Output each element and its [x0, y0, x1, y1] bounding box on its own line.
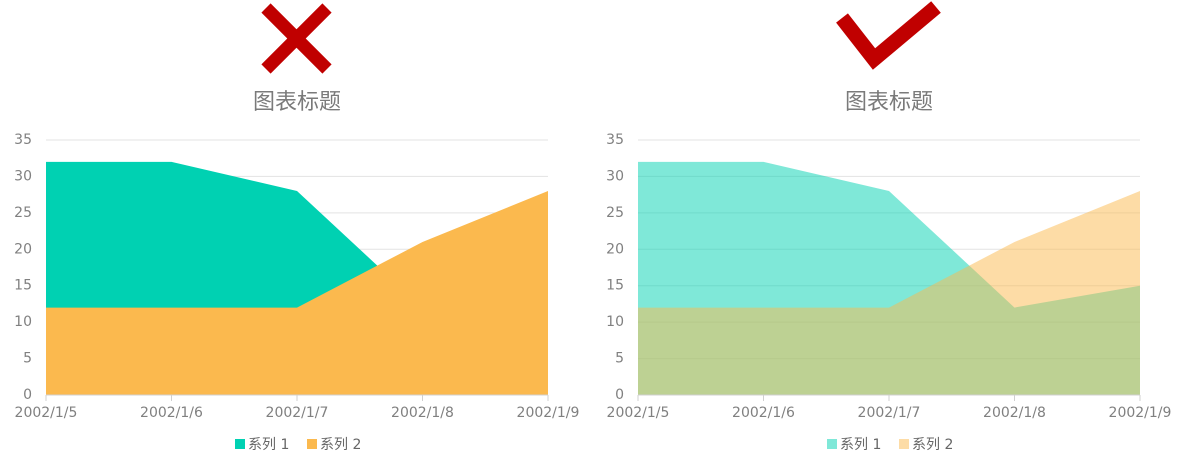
y-tick-label: 0: [23, 387, 32, 403]
legend-swatch: [307, 439, 317, 449]
y-tick-label: 15: [14, 278, 32, 294]
legend-label: 系列 2: [320, 437, 361, 453]
x-tick-label: 2002/1/5: [607, 405, 670, 421]
legend-swatch: [235, 439, 245, 449]
cross-stroke: [261, 3, 332, 74]
legend-label: 系列 1: [840, 437, 881, 453]
y-tick-label: 20: [14, 241, 32, 257]
y-tick-label: 30: [606, 168, 624, 184]
y-tick-label: 30: [14, 168, 32, 184]
y-tick-label: 35: [14, 132, 32, 148]
y-tick-label: 25: [14, 205, 32, 221]
x-tick-label: 2002/1/8: [391, 405, 454, 421]
x-tick-label: 2002/1/6: [140, 405, 203, 421]
y-tick-label: 5: [615, 351, 624, 367]
chart-title: 图表标题: [845, 90, 933, 115]
y-tick-label: 5: [23, 351, 32, 367]
y-tick-label: 10: [14, 314, 32, 330]
legend-swatch: [827, 439, 837, 449]
y-tick-label: 15: [606, 278, 624, 294]
legend-swatch: [899, 439, 909, 449]
x-tick-label: 2002/1/9: [1109, 405, 1172, 421]
x-tick-label: 2002/1/7: [266, 405, 329, 421]
x-tick-label: 2002/1/5: [15, 405, 78, 421]
check-icon: [836, 1, 941, 70]
area: [46, 191, 548, 395]
chart-title: 图表标题: [253, 90, 341, 115]
y-tick-label: 10: [606, 314, 624, 330]
y-tick-label: 25: [606, 205, 624, 221]
y-tick-label: 0: [615, 387, 624, 403]
x-tick-label: 2002/1/7: [858, 405, 921, 421]
x-tick-label: 2002/1/9: [517, 405, 580, 421]
area: [638, 191, 1140, 395]
legend-label: 系列 2: [912, 437, 953, 453]
y-tick-label: 20: [606, 241, 624, 257]
legend-label: 系列 1: [248, 437, 289, 453]
x-tick-label: 2002/1/8: [983, 405, 1046, 421]
cross-icon: [261, 3, 332, 74]
y-tick-label: 35: [606, 132, 624, 148]
x-tick-label: 2002/1/6: [732, 405, 795, 421]
